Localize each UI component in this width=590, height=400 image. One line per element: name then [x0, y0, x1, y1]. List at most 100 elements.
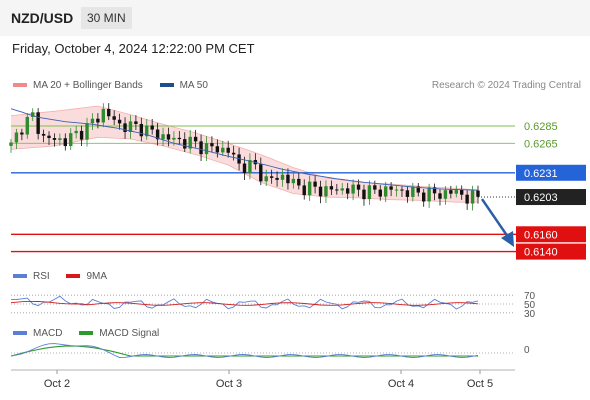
candle-body — [172, 137, 176, 140]
rsi-line — [10, 295, 479, 310]
candle-body — [85, 123, 89, 140]
legend-ma50-label: MA 50 — [179, 80, 208, 91]
candle-body — [264, 176, 268, 182]
candle-body — [356, 184, 361, 190]
level-badge-0.6231 — [516, 164, 586, 181]
candle-body — [58, 138, 62, 140]
candle-body — [362, 189, 366, 200]
macd-legend: MACD MACD Signal — [13, 328, 159, 339]
candle-body — [383, 186, 388, 197]
macd-signal-swatch — [79, 331, 94, 336]
macd-swatch — [13, 331, 27, 336]
candle-body — [193, 136, 198, 142]
candle-body — [204, 143, 209, 155]
credit-text: Research © 2024 Trading Central — [431, 80, 581, 91]
x-tick-label: Oct 2 — [44, 378, 70, 390]
candle-body — [221, 147, 225, 153]
x-tick-label: Oct 5 — [467, 378, 493, 390]
candle-body — [242, 163, 247, 174]
ma50-line — [10, 108, 479, 191]
level-badge-0.6203 — [516, 189, 586, 206]
candle-body — [63, 138, 68, 147]
candle-body — [351, 184, 355, 194]
level-badge-text-0.6231: 0.6231 — [524, 168, 558, 180]
candle-body — [123, 123, 127, 133]
candle-body — [155, 129, 160, 140]
price-legend: MA 20 + Bollinger Bands MA 50 — [13, 80, 208, 91]
candle-body — [373, 185, 377, 190]
candle-body — [14, 132, 19, 143]
candle-body — [161, 134, 165, 140]
candle-body — [259, 164, 263, 182]
forecast-arrow-shaft — [480, 198, 512, 241]
candle-body — [275, 177, 279, 180]
x-tick-label: Oct 3 — [216, 378, 242, 390]
candle-body — [329, 186, 334, 190]
candle-body — [280, 174, 285, 180]
candle-body — [318, 186, 323, 197]
candle-body — [324, 186, 328, 197]
candle-body — [210, 143, 214, 147]
candle-body — [134, 121, 138, 124]
candle-body — [79, 130, 84, 140]
candle-body — [416, 186, 420, 193]
candle-body — [41, 133, 46, 136]
candle-body — [405, 190, 410, 197]
ma50-swatch — [159, 83, 174, 88]
macd-line — [10, 343, 479, 358]
chart-header: NZD/USD 30 MIN — [0, 0, 590, 36]
candle-body — [199, 141, 203, 155]
candle-body — [340, 188, 344, 191]
timeframe-button[interactable]: 30 MIN — [81, 7, 132, 29]
legend-rsi-label: RSI — [33, 271, 50, 282]
candle-body — [183, 139, 187, 149]
rsi-level-label: 70 — [524, 291, 536, 302]
legend-macd-signal-label: MACD Signal — [99, 328, 160, 339]
rsi-ma-line — [10, 300, 479, 306]
candle-body — [302, 185, 306, 196]
candle-body — [150, 125, 154, 130]
rsi-level-label: 30 — [524, 309, 536, 320]
candle-body — [107, 108, 111, 117]
candle-body — [52, 138, 57, 140]
rsi-level-label: 50 — [524, 300, 536, 311]
candle-body — [470, 190, 475, 204]
candle-body — [188, 136, 192, 149]
candle-body — [297, 178, 301, 186]
pair-title: NZD/USD — [11, 10, 74, 26]
candle-body — [31, 112, 35, 117]
candle-body — [20, 132, 24, 135]
candle-body — [345, 188, 350, 194]
candle-body — [215, 146, 220, 153]
macd-zero-label: 0 — [524, 345, 530, 356]
candle-body — [454, 189, 458, 194]
candle-body — [248, 160, 252, 174]
candle-body — [25, 116, 29, 135]
level-badge-text-0.6140: 0.6140 — [524, 247, 558, 259]
forecast-arrow-head — [501, 230, 514, 247]
candle-body — [400, 189, 404, 191]
candle-body — [432, 187, 437, 194]
candle-body — [367, 185, 372, 200]
candle-body — [335, 189, 339, 191]
ma20-swatch — [13, 83, 27, 88]
candle-body — [438, 193, 442, 199]
legend-rsi-ma-label: 9MA — [86, 271, 108, 282]
candle-body — [9, 142, 13, 146]
candle-body — [90, 118, 95, 124]
rsi-legend: RSI 9MA — [13, 271, 107, 282]
candle-body — [36, 112, 40, 134]
candle-body — [226, 147, 230, 153]
candle-body — [74, 130, 78, 134]
candle-body — [378, 189, 382, 197]
candle-body — [117, 119, 122, 124]
candle-body — [101, 108, 106, 123]
bollinger-band-fill — [11, 106, 478, 203]
level-badge-text-0.6160: 0.6160 — [524, 229, 558, 241]
candle-body — [307, 181, 312, 196]
candle-body — [291, 178, 296, 184]
candle-body — [47, 135, 51, 139]
candle-body — [269, 176, 274, 178]
candle-body — [443, 190, 448, 199]
